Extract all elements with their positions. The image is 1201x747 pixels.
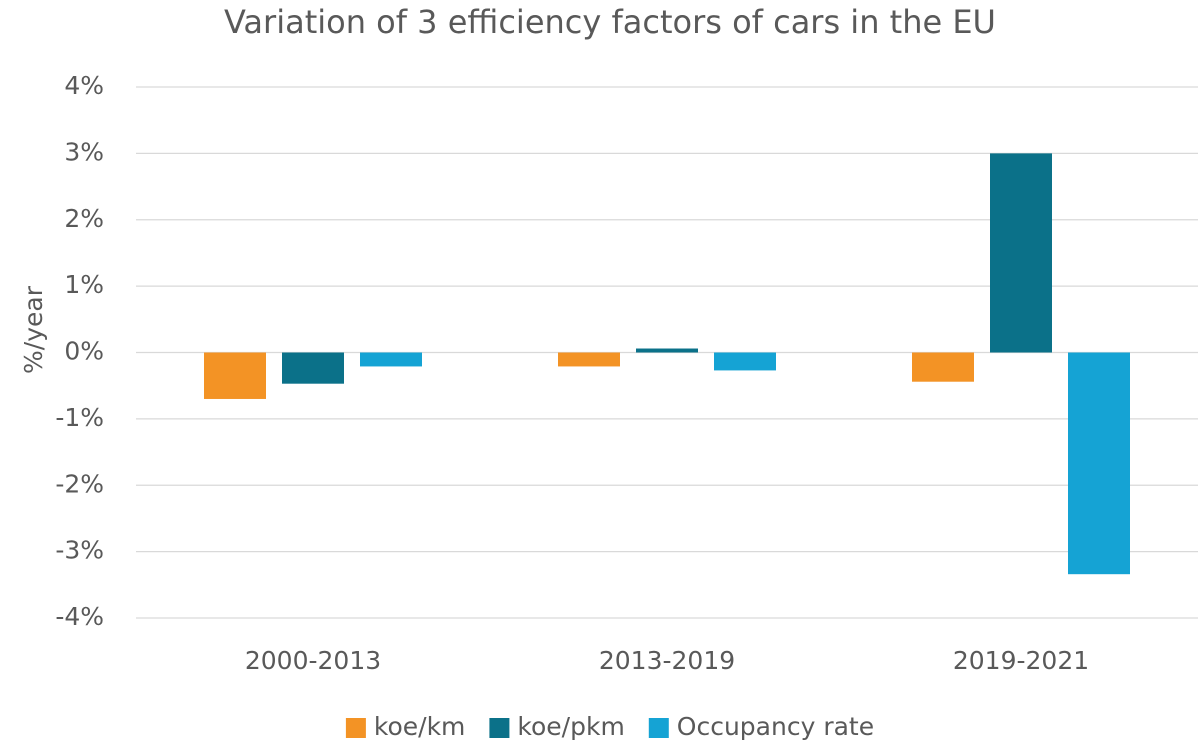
legend-swatch [345,718,366,738]
y-tick-label: 2% [64,204,104,233]
x-tick-label: 2019-2021 [953,646,1089,675]
bar [714,352,776,371]
bar [1068,352,1130,575]
y-axis-title: %/year [19,285,48,374]
y-tick-label: -3% [55,536,104,565]
y-tick-label: 4% [64,71,104,100]
legend-swatch [648,718,669,738]
bar [282,352,344,384]
y-tick-label: -4% [55,602,104,631]
x-tick-label: 2000-2013 [245,646,381,675]
y-tick-label: -2% [55,469,104,498]
bar [558,352,620,367]
bar [636,348,698,353]
chart-title: Variation of 3 efficiency factors of car… [224,3,996,41]
legend-label: koe/km [374,712,466,741]
y-tick-label: -1% [55,403,104,432]
x-tick-label: 2013-2019 [599,646,735,675]
y-tick-label: 0% [64,337,104,366]
bar [912,352,974,382]
y-tick-label: 3% [64,137,104,166]
legend-label: koe/pkm [517,712,624,741]
bar [204,352,266,399]
y-tick-label: 1% [64,270,104,299]
legend-swatch [489,718,510,738]
bar [990,153,1052,353]
bar [360,352,422,367]
legend-label: Occupancy rate [677,712,874,741]
